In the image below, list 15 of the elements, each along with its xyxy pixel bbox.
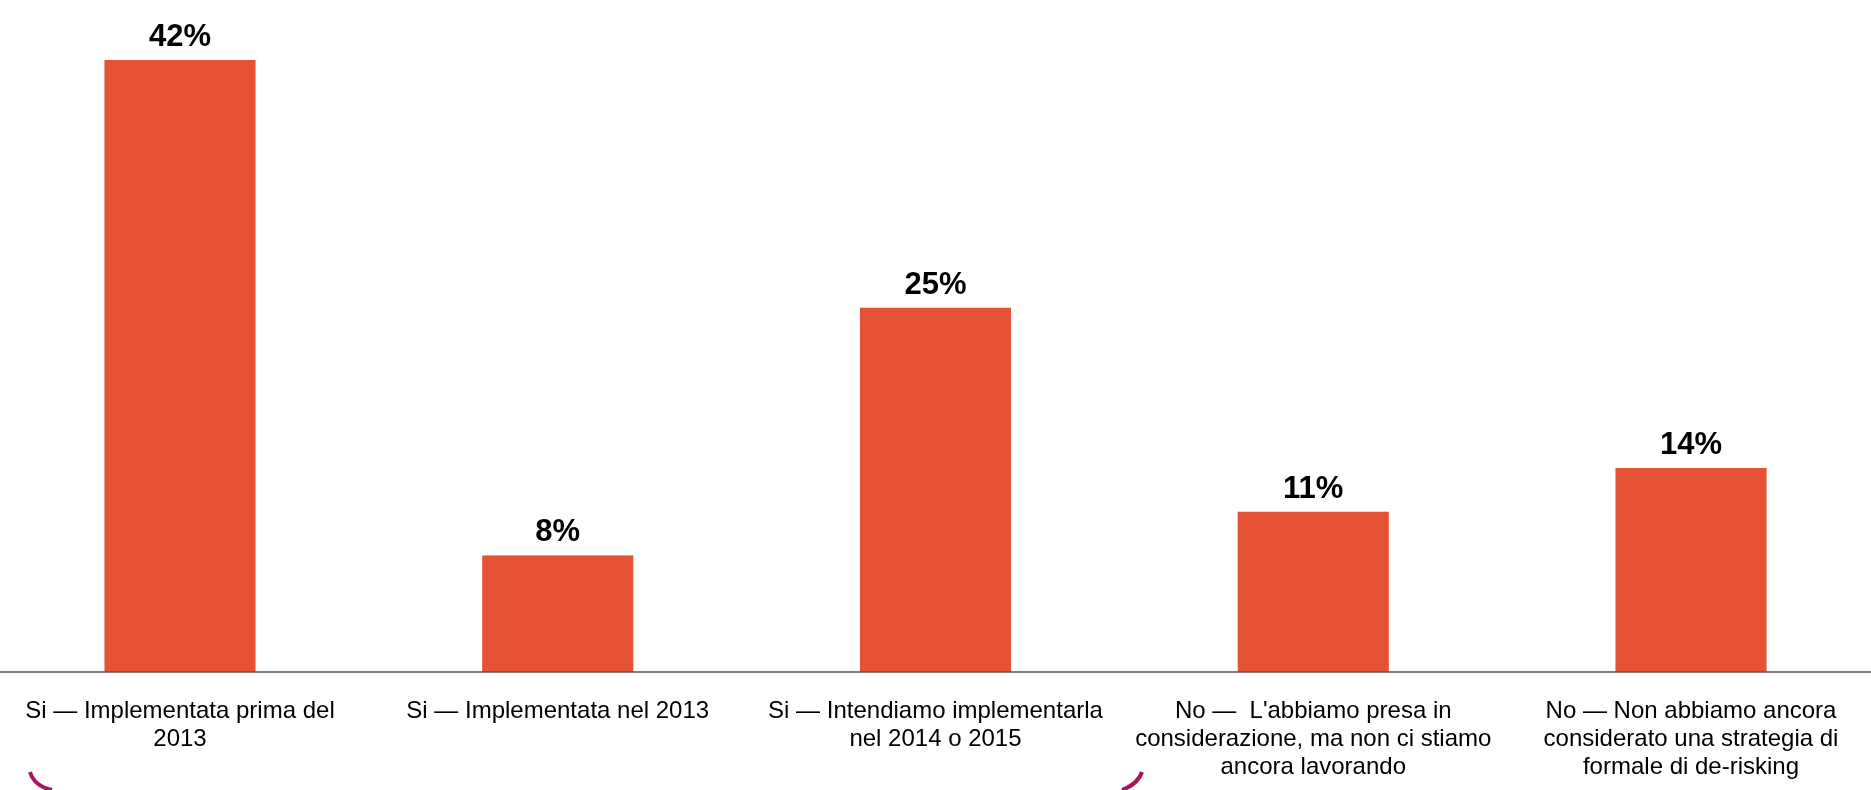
- x-tick-label: Si — Intendiamo implementarla nel 2014 o 2015: [768, 696, 1104, 751]
- x-tick-label: No — Non abbiamo ancora considerato una strategia di formale di de-risking: [1543, 696, 1839, 779]
- data-label: 42%: [148, 18, 212, 53]
- bar: [859, 307, 1012, 672]
- x-tick-label: No — L'abbiamo presa in considerazione, ma non ci stiamo ancora lavorando: [1135, 696, 1492, 779]
- bar: [1615, 468, 1767, 672]
- data-label: 11%: [1283, 469, 1344, 505]
- data-label: 25%: [904, 265, 967, 301]
- bar: [104, 60, 256, 672]
- bar: [1237, 511, 1389, 672]
- data-label: 8%: [535, 513, 581, 549]
- x-tick-label: Si — Implementata nel 2013: [406, 696, 710, 723]
- x-tick-label: Si — Implementata prima del 2013: [25, 696, 335, 751]
- data-label: 14%: [1659, 426, 1723, 461]
- bar: [482, 555, 634, 672]
